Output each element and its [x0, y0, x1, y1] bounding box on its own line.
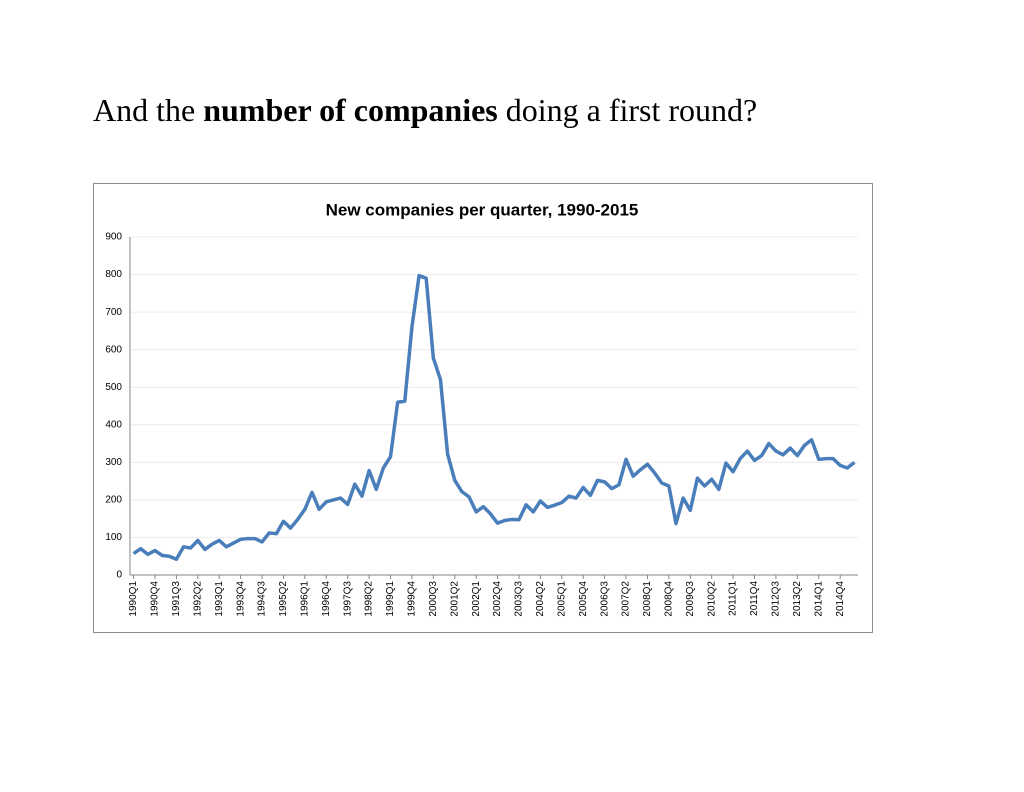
y-tick-label: 200 — [105, 495, 122, 506]
x-tick-label: 2004Q2 — [535, 581, 546, 617]
y-tick-label: 900 — [105, 232, 122, 243]
x-tick-label: 2014Q1 — [813, 581, 824, 617]
x-tick-label: 1999Q1 — [385, 581, 396, 617]
x-tick-label: 1990Q4 — [150, 581, 161, 617]
y-tick-label: 600 — [105, 344, 122, 355]
x-tick-label: 2011Q1 — [728, 581, 739, 616]
x-tick-label: 2007Q2 — [621, 581, 632, 617]
x-tick-label: 1993Q4 — [235, 581, 246, 617]
x-tick-label: 2011Q4 — [749, 581, 760, 616]
x-tick-label: 1996Q4 — [321, 581, 332, 617]
data-line — [132, 273, 856, 561]
x-tick-label: 2002Q1 — [471, 581, 482, 617]
x-tick-label: 2009Q3 — [685, 581, 696, 617]
x-tick-label: 1992Q2 — [192, 581, 203, 617]
x-tick-label: 1996Q1 — [300, 581, 311, 617]
x-tick-label: 2003Q3 — [514, 581, 525, 617]
x-tick-label: 2013Q2 — [792, 581, 803, 617]
y-tick-label: 400 — [105, 419, 122, 430]
y-tick-label: 700 — [105, 307, 122, 318]
x-tick-label: 2005Q1 — [556, 581, 567, 617]
slide-heading: And the number of companies doing a firs… — [93, 92, 757, 129]
y-tick-label: 0 — [116, 570, 122, 581]
heading-text: And the — [93, 92, 204, 128]
chart-title: New companies per quarter, 1990-2015 — [326, 200, 639, 219]
x-tick-label: 2002Q4 — [492, 581, 503, 617]
y-tick-label: 500 — [105, 382, 122, 393]
x-tick-label: 2001Q2 — [449, 581, 460, 617]
x-tick-label: 2010Q2 — [706, 581, 717, 617]
x-tick-label: 1995Q2 — [278, 581, 289, 617]
x-tick-label: 1990Q1 — [128, 581, 139, 617]
chart-frame — [93, 183, 873, 633]
x-tick-label: 1997Q3 — [342, 581, 353, 617]
x-tick-label: 1994Q3 — [257, 581, 268, 617]
x-tick-label: 2005Q4 — [578, 581, 589, 617]
y-tick-label: 800 — [105, 269, 122, 280]
x-tick-label: 2008Q4 — [664, 581, 675, 617]
x-tick-label: 1998Q2 — [364, 581, 375, 617]
y-tick-label: 100 — [105, 532, 122, 543]
heading-text: doing a first round? — [497, 92, 758, 128]
x-tick-label: 1999Q4 — [407, 581, 418, 617]
x-tick-label: 2008Q1 — [642, 581, 653, 617]
x-tick-label: 1993Q1 — [214, 581, 225, 617]
x-tick-label: 2000Q3 — [428, 581, 439, 617]
x-tick-label: 2012Q3 — [771, 581, 782, 617]
x-tick-label: 1991Q3 — [171, 581, 182, 617]
x-tick-label: 2014Q4 — [835, 581, 846, 617]
x-tick-label: 2006Q3 — [599, 581, 610, 617]
heading-bold: number of companies — [203, 92, 498, 128]
y-tick-label: 300 — [105, 457, 122, 468]
